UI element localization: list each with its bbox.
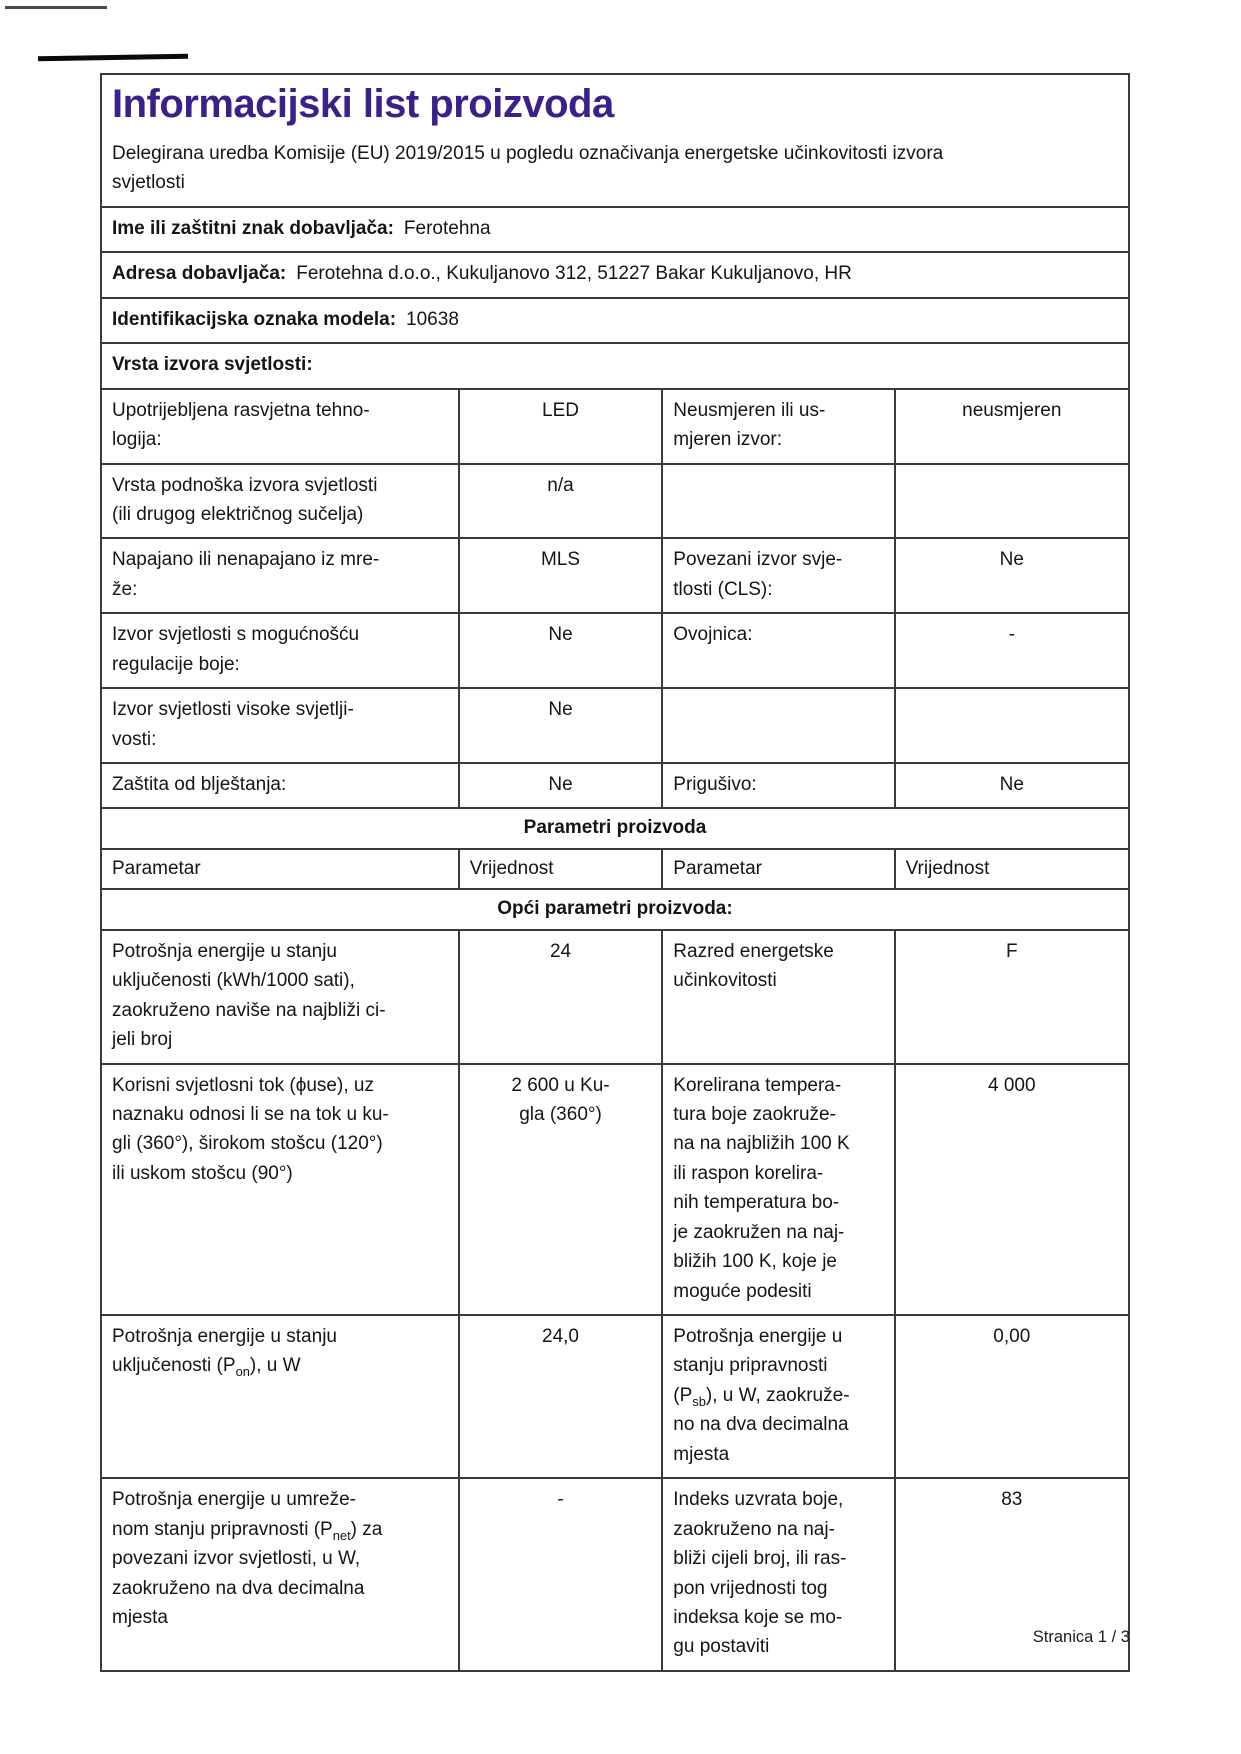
value-cell: 0,00 [893,1313,1131,1480]
regulation-subtitle: Delegirana uredba Komisije (EU) 2019/201… [112,143,944,194]
table-row: Potrošnja energije u stanju uključenosti… [100,928,1131,1065]
table-row: Zaštita od blještanja: Ne Prigušivo: Ne [100,761,1131,810]
model-id-cell: Identifikacijska oznaka modela: 10638 [100,296,1130,345]
subsection-header-row: Opći parametri proizvoda: [100,888,1130,931]
table-row: Izvor svjetlosti visoke svjetlji- vosti:… [100,687,1131,764]
model-id-label: Identifikacijska oznaka modela: [112,308,397,330]
param-cell: Razred energetske učinkovitosti [661,928,896,1065]
param-cell: Izvor svjetlosti visoke svjetlji- vosti: [100,687,460,764]
section-title: Parametri proizvoda [100,807,1130,850]
param-cell: Ovojnica: [661,612,896,690]
value-cell: 24,0 [457,1313,664,1480]
param-cell: Korisni svjetlosni tok (ϕuse), uz naznak… [100,1062,460,1316]
model-id-row: Identifikacijska oznaka modela: 10638 [100,296,1130,345]
value-cell [893,462,1131,540]
page-number: Stranica 1 / 3 [1032,1628,1130,1646]
param-cell: Potrošnja energije u stanju uključenosti… [100,928,460,1065]
supplier-name-cell: Ime ili zaštitni znak dobavljača: Feroteh… [100,205,1130,254]
param-cell: Povezani izvor svje- tlosti (CLS): [661,537,896,615]
param-cell: Napajano ili nenapajano iz mre- že: [100,537,460,615]
supplier-address-row: Adresa dobavljača: Ferotehna d.o.o., Kuku… [100,251,1130,299]
param-cell: Potrošnja energije u stanju uključenosti… [100,1313,460,1480]
light-source-type-header-row: Vrsta izvora svjetlosti: [100,342,1130,390]
product-information-table: Informacijski list proizvoda Delegirana … [100,73,1131,1672]
value-cell [893,687,1131,764]
param-cell: Potrošnja energije u stanju pripravnosti… [661,1313,896,1480]
value-cell: Ne [457,687,664,764]
param-cell: Izvor svjetlosti s mogućnošću regulacije… [100,612,460,690]
param-cell: Prigušivo: [661,761,896,810]
supplier-address-value: Ferotehna d.o.o., Kukuljanovo 312, 51227… [296,263,852,285]
column-header: Parametar [661,847,896,891]
value-cell: Ne [457,612,664,690]
light-source-type-label: Vrsta izvora svjetlosti: [112,354,313,376]
value-cell: 4 000 [893,1062,1131,1316]
section-header-row: Parametri proizvoda [100,807,1130,850]
page-title: Informacijski list proizvoda [112,82,614,126]
scan-artifact-line [37,53,189,62]
param-cell: Potrošnja energije u umreže- nom stanju … [100,1477,460,1672]
column-header: Vrijednost [893,847,1131,891]
param-cell: Upotrijebljena rasvjetna tehno- logija: [100,387,460,465]
value-cell: n/a [457,462,664,540]
supplier-name-row: Ime ili zaštitni znak dobavljača: Feroteh… [100,205,1130,254]
value-cell: Ne [457,761,664,810]
value-cell: neusmjeren [893,387,1131,465]
column-header: Vrijednost [457,847,664,891]
value-cell: F [893,928,1131,1065]
param-cell: Indeks uzvrata boje, zaokruženo na naj- … [661,1477,896,1672]
param-cell: Korelirana tempera- tura boje zaokruže- … [661,1062,896,1316]
table-row: Upotrijebljena rasvjetna tehno- logija: … [100,387,1131,465]
title-cell: Informacijski list proizvoda Delegirana … [100,73,1130,208]
table-row: Vrsta podnoška izvora svjetlosti (ili dr… [100,462,1131,540]
param-cell: Zaštita od blještanja: [100,761,460,810]
subsection-title: Opći parametri proizvoda: [100,888,1130,931]
model-id-value: 10638 [406,308,459,330]
value-cell: - [457,1477,664,1672]
value-cell: 24 [457,928,664,1065]
value-cell: Ne [893,761,1131,810]
param-cell: Neusmjeren ili us- mjeren izvor: [661,387,896,465]
supplier-name-label: Ime ili zaštitni znak dobavljača: [112,217,394,239]
supplier-name-value: Ferotehna [403,217,491,239]
table-row: Korisni svjetlosni tok (ϕuse), uz naznak… [100,1062,1131,1316]
scan-artifact-line [5,6,107,9]
product-information-sheet: Informacijski list proizvoda Delegirana … [100,73,1131,1672]
table-row: Potrošnja energije u stanju uključenosti… [100,1313,1131,1480]
value-cell: MLS [457,537,664,615]
param-cell [661,687,896,764]
supplier-address-label: Adresa dobavljača: [112,263,287,285]
column-header-row: Parametar Vrijednost Parametar Vrijednos… [100,847,1131,891]
table-row: Potrošnja energije u umreže- nom stanju … [100,1477,1131,1672]
title-row: Informacijski list proizvoda Delegirana … [100,73,1130,208]
table-row: Izvor svjetlosti s mogućnošću regulacije… [100,612,1131,690]
value-cell: - [893,612,1131,690]
supplier-address-cell: Adresa dobavljača: Ferotehna d.o.o., Kuku… [100,251,1130,299]
light-source-type-header-cell: Vrsta izvora svjetlosti: [100,342,1130,390]
value-cell: 83 [893,1477,1131,1672]
column-header: Parametar [100,847,460,891]
param-cell: Vrsta podnoška izvora svjetlosti (ili dr… [100,462,460,540]
value-cell: 2 600 u Ku- gla (360°) [457,1062,664,1316]
value-cell: Ne [893,537,1131,615]
value-cell: LED [457,387,664,465]
table-row: Napajano ili nenapajano iz mre- že: MLS … [100,537,1131,615]
param-cell [661,462,896,540]
